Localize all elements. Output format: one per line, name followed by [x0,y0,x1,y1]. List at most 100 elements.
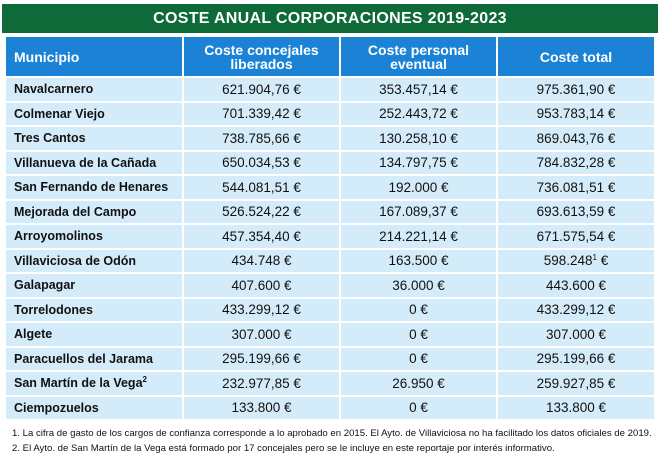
table-row: San Martín de la Vega2 232.977,85 €26.950… [6,370,654,395]
municipio-cell: Villaviciosa de Odón [6,247,184,272]
coste-personal-cell: 163.500 € [341,247,498,272]
coste-concejales-cell: 526.524,22 € [184,198,341,223]
coste-personal-cell: 0 € [341,296,498,321]
coste-personal-cell: 0 € [341,394,498,419]
municipio-name: San Martín de la Vega [14,376,143,391]
municipio-name: Galapagar [14,278,76,293]
coste-total-value: 869.043,76 € [536,130,616,146]
coste-total-value: 693.613,59 € [536,204,616,220]
table-row: San Fernando de Henares 544.081,51 €192.0… [6,174,654,199]
municipio-name: Mejorada del Campo [14,204,137,219]
coste-concejales-cell: 133.800 € [184,394,341,419]
municipio-name: Ciempozuelos [14,400,99,415]
footnote-2: 2. El Ayto. de San Martín de la Vega est… [12,443,555,454]
footnotes: 1. La cifra de gasto de los cargos de co… [12,426,652,456]
municipio-name: Tres Cantos [14,131,86,146]
municipio-cell: Mejorada del Campo [6,198,184,223]
municipio-cell: Tres Cantos [6,125,184,150]
coste-personal-cell: 353.457,14 € [341,76,498,101]
coste-total-cell: 869.043,76 € [498,125,654,150]
coste-personal-cell: 192.000 € [341,174,498,199]
coste-concejales-cell: 232.977,85 € [184,370,341,395]
coste-personal-cell: 130.258,10 € [341,125,498,150]
header-coste-personal: Coste personal eventual [341,37,498,76]
coste-personal-cell: 26.950 € [341,370,498,395]
municipio-name: Arroyomolinos [14,229,103,244]
municipio-cell: Paracuellos del Jarama [6,345,184,370]
currency-suffix: € [597,253,609,269]
table-row: Torrelodones 433.299,12 €0 €433.299,12 € [6,296,654,321]
coste-total-value: 259.927,85 € [536,375,616,391]
municipio-cell: Colmenar Viejo [6,100,184,125]
footnote-1: 1. La cifra de gasto de los cargos de co… [12,428,652,439]
header-row: Municipio Coste concejales liberados Cos… [6,37,654,76]
coste-total-value: 133.800 € [545,400,607,416]
municipio-name: Torrelodones [14,302,93,317]
coste-total-value: 975.361,90 € [536,81,616,97]
coste-total-cell: 736.081,51 € [498,174,654,199]
coste-concejales-cell: 433.299,12 € [184,296,341,321]
table-row: Colmenar Viejo 701.339,42 €252.443,72 € 95… [6,100,654,125]
coste-total-cell: 693.613,59 € [498,198,654,223]
coste-concejales-cell: 650.034,53 € [184,149,341,174]
municipio-cell: Ciempozuelos [6,394,184,419]
coste-total-value: 307.000 € [545,326,607,342]
coste-total-value: 433.299,12 € [536,302,616,318]
municipio-name: Colmenar Viejo [14,106,105,121]
municipio-name: San Fernando de Henares [14,180,169,195]
table-row: Villaviciosa de Odón 434.748 €163.500 € 59… [6,247,654,272]
coste-total-cell: 671.575,54 € [498,223,654,248]
footnote-marker: 1 [592,253,597,263]
municipio-cell: Galapagar [6,272,184,297]
table-row: Galapagar 407.600 €36.000 € 443.600 € [6,272,654,297]
coste-personal-cell: 252.443,72 € [341,100,498,125]
coste-concejales-cell: 295.199,66 € [184,345,341,370]
coste-personal-cell: 214.221,14 € [341,223,498,248]
coste-total-cell: 433.299,12 € [498,296,654,321]
coste-concejales-cell: 621.904,76 € [184,76,341,101]
coste-total-value: 598.248 [543,253,593,269]
coste-personal-cell: 134.797,75 € [341,149,498,174]
table-row: Algete 307.000 €0 €307.000 € [6,321,654,346]
coste-total-cell: 953.783,14 € [498,100,654,125]
coste-personal-cell: 0 € [341,345,498,370]
table-row: Arroyomolinos 457.354,40 €214.221,14 € 671… [6,223,654,248]
coste-personal-cell: 36.000 € [341,272,498,297]
coste-personal-cell: 167.089,37 € [341,198,498,223]
coste-total-value: 295.199,66 € [536,351,616,367]
coste-total-value: 784.832,28 € [536,155,616,171]
header-coste-total: Coste total [498,37,654,76]
coste-total-cell: 295.199,66 € [498,345,654,370]
footnote-marker: 2 [142,375,147,385]
coste-total-value: 671.575,54 € [536,228,616,244]
municipio-cell: Torrelodones [6,296,184,321]
table-row: Tres Cantos 738.785,66 €130.258,10 € 869.0… [6,125,654,150]
coste-total-cell: 975.361,90 € [498,76,654,101]
table-row: Villanueva de la Cañada 650.034,53 €134.7… [6,149,654,174]
cost-table: Municipio Coste concejales liberados Cos… [6,37,654,419]
municipio-name: Algete [14,327,53,342]
municipio-name: Villanueva de la Cañada [14,155,157,170]
municipio-cell: San Fernando de Henares [6,174,184,199]
municipio-name: Villaviciosa de Odón [14,253,137,268]
municipio-cell: Navalcarnero [6,76,184,101]
coste-total-value: 443.600 € [545,277,607,293]
coste-total-cell: 443.600 € [498,272,654,297]
coste-concejales-cell: 457.354,40 € [184,223,341,248]
municipio-cell: San Martín de la Vega2 [6,370,184,395]
municipio-cell: Arroyomolinos [6,223,184,248]
table-title: COSTE ANUAL CORPORACIONES 2019-2023 [2,4,658,33]
municipio-name: Navalcarnero [14,82,94,97]
municipio-cell: Algete [6,321,184,346]
coste-concejales-cell: 738.785,66 € [184,125,341,150]
coste-total-cell: 784.832,28 € [498,149,654,174]
coste-personal-cell: 0 € [341,321,498,346]
table-body: Navalcarnero 621.904,76 €353.457,14 € 975.… [6,76,654,419]
municipio-cell: Villanueva de la Cañada [6,149,184,174]
coste-concejales-cell: 434.748 € [184,247,341,272]
table-row: Navalcarnero 621.904,76 €353.457,14 € 975.… [6,76,654,101]
coste-total-value: 953.783,14 € [536,106,616,122]
coste-total-value: 736.081,51 € [536,179,616,195]
coste-total-cell: 133.800 € [498,394,654,419]
